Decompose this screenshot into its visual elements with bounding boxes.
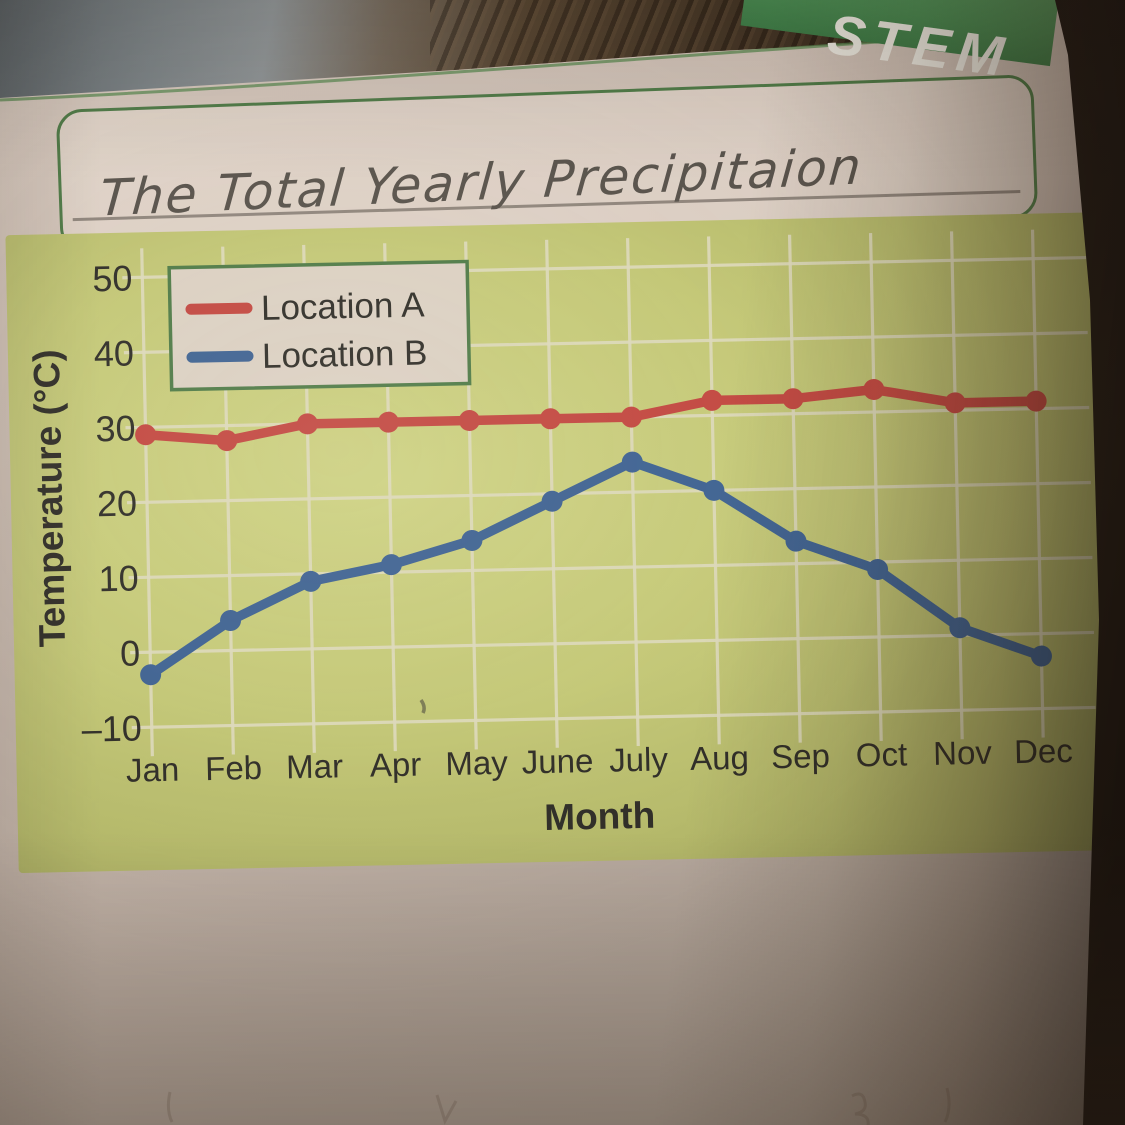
y-tick-label: –10 xyxy=(81,707,142,749)
h-gridline xyxy=(127,480,1091,505)
x-axis-label: Month xyxy=(544,795,656,838)
data-point-location-a xyxy=(377,411,399,433)
y-tick-label: 0 xyxy=(120,632,141,673)
x-tick-label: June xyxy=(521,742,593,780)
y-tick-label: 20 xyxy=(97,482,138,524)
x-tick-label: May xyxy=(445,744,509,782)
data-point-location-a xyxy=(216,430,238,452)
y-tick-label: 50 xyxy=(92,258,133,300)
legend-label-location-b: Location B xyxy=(262,333,428,375)
x-tick-label: Apr xyxy=(370,746,422,784)
data-point-location-a xyxy=(620,406,642,428)
x-tick-label: Dec xyxy=(1014,732,1073,770)
data-point-location-a xyxy=(539,408,561,430)
data-point-location-a xyxy=(296,413,318,435)
x-tick-label: Feb xyxy=(205,749,263,787)
data-point-location-a xyxy=(863,379,885,401)
x-tick-label: Jan xyxy=(126,751,180,789)
y-tick-label: 40 xyxy=(93,333,134,375)
legend-swatch-location-b xyxy=(186,350,254,363)
x-tick-label: July xyxy=(609,740,669,778)
x-tick-label: Oct xyxy=(855,735,907,773)
chart-panel: 50 40 30 20 10 0 –10 Jan Feb Mar Apr May June July Aug… xyxy=(5,212,1099,874)
x-tick-label: Sep xyxy=(771,737,830,775)
h-gridline xyxy=(128,555,1093,580)
y-axis-label: Temperature (°C) xyxy=(26,349,73,648)
y-tick-label: 10 xyxy=(98,557,139,599)
data-point-location-a xyxy=(458,409,480,431)
h-gridline xyxy=(131,705,1096,730)
legend-swatch-location-a xyxy=(185,302,253,315)
legend-label-location-a: Location A xyxy=(261,285,426,327)
h-gridline xyxy=(130,630,1095,655)
data-point-location-a xyxy=(701,389,723,411)
x-tick-label: Mar xyxy=(286,747,344,785)
x-tick-label: Nov xyxy=(933,734,993,772)
x-tick-label: Aug xyxy=(690,739,749,777)
handwritten-title: The Total Yearly Precipitaion xyxy=(97,137,866,228)
y-tick-label: 30 xyxy=(95,407,136,449)
data-point-location-a xyxy=(782,388,804,410)
series-line-location-a xyxy=(140,384,1041,446)
question-section: 3 Draw ConclusionsGiven the precipitatio… xyxy=(0,888,1099,1125)
